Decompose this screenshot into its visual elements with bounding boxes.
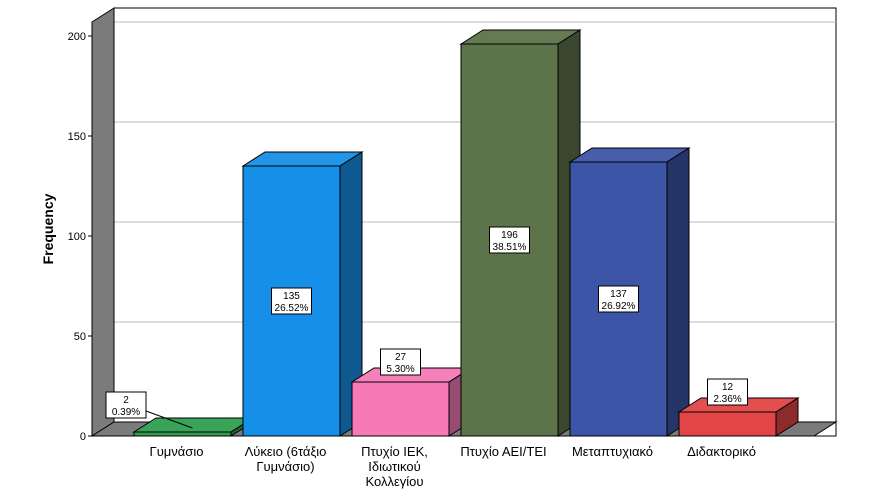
data-label-box	[271, 287, 312, 315]
data-label-box	[105, 391, 147, 419]
bar-5	[568, 147, 691, 437]
data-label-box	[598, 285, 639, 313]
data-label-box	[707, 378, 748, 406]
data-label-6: 122.36%	[707, 378, 748, 406]
data-label-percent: 5.30%	[386, 364, 414, 375]
x-tick-label: Γυμνάσιο)	[256, 459, 314, 474]
y-tick-label: 0	[80, 431, 86, 443]
x-tick-label: Διδακτορικό	[687, 444, 756, 459]
data-label-count: 12	[722, 382, 734, 393]
y-tick-label: 100	[68, 231, 86, 243]
data-label-box	[489, 226, 530, 254]
data-label-count: 27	[395, 352, 407, 363]
bar-1	[132, 417, 255, 437]
data-label-percent: 26.52%	[275, 303, 309, 314]
y-tick-label: 50	[74, 331, 86, 343]
y-tick-label: 150	[68, 131, 86, 143]
data-label-percent: 0.39%	[112, 407, 140, 418]
side-wall	[91, 7, 115, 437]
bar-front	[133, 431, 232, 437]
x-tick-label: Πτυχίο ΙΕΚ,	[361, 444, 428, 459]
data-label-3: 275.30%	[380, 348, 421, 376]
bar-3	[350, 367, 473, 437]
data-label-1: 20.39%	[105, 391, 193, 429]
x-tick-label: Λύκειο (6τάξιο	[245, 444, 327, 459]
x-tick-label: Μεταπτυχιακό	[572, 444, 653, 459]
data-label-count: 196	[501, 230, 518, 241]
label-leader	[145, 410, 193, 429]
bar-front	[678, 411, 777, 437]
bar-side	[666, 147, 690, 437]
data-label-box	[380, 348, 421, 376]
data-label-count: 137	[610, 289, 627, 300]
data-label-percent: 38.51%	[493, 242, 527, 253]
data-label-percent: 2.36%	[713, 394, 741, 405]
data-label-count: 135	[283, 291, 300, 302]
x-tick-label: Κολλεγίου	[365, 474, 423, 489]
y-tick-label: 200	[68, 31, 86, 43]
x-tick-label: Γυμνάσιο	[150, 444, 204, 459]
x-tick-label: Πτυχίο ΑΕΙ/ΤΕΙ	[460, 444, 546, 459]
y-axis-title: Frequency	[40, 193, 56, 264]
data-label-count: 2	[123, 395, 129, 406]
x-tick-label: Ιδιωτικού	[368, 459, 420, 474]
bar-front	[351, 381, 450, 437]
bar-side	[775, 397, 799, 437]
data-label-percent: 26.92%	[602, 301, 636, 312]
